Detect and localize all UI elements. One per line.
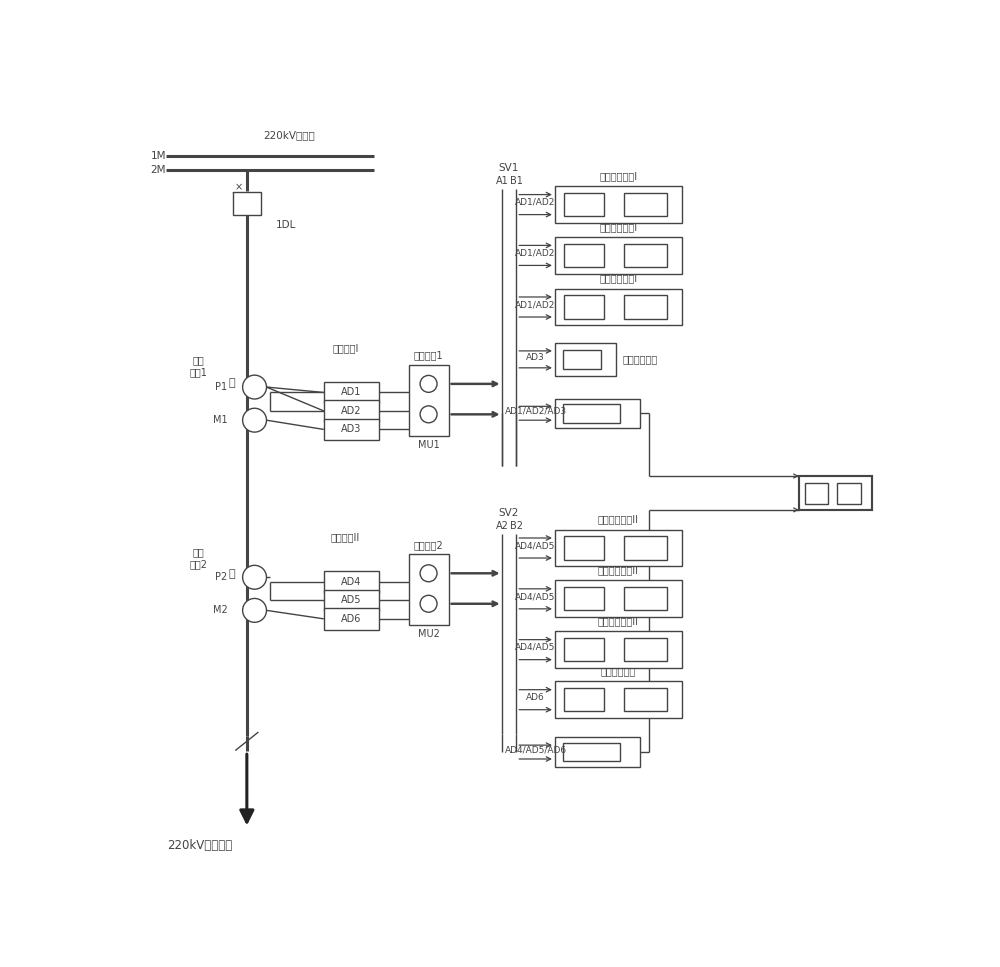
- Bar: [799, 476, 872, 511]
- Bar: [837, 483, 861, 504]
- Bar: [624, 296, 667, 318]
- Text: AD6: AD6: [526, 693, 545, 702]
- Bar: [624, 587, 667, 610]
- Bar: [324, 608, 379, 630]
- Text: 合并单元2: 合并单元2: [414, 540, 443, 550]
- Bar: [564, 638, 604, 661]
- Text: ＊: ＊: [228, 570, 235, 579]
- Bar: [324, 419, 379, 440]
- Circle shape: [420, 596, 437, 612]
- Text: SV1: SV1: [499, 162, 519, 173]
- Circle shape: [243, 599, 266, 623]
- Text: A2: A2: [496, 521, 509, 532]
- Bar: [409, 554, 449, 625]
- Bar: [624, 193, 667, 217]
- Text: AD3: AD3: [341, 425, 362, 434]
- Bar: [564, 587, 604, 610]
- Text: 电能计量表计: 电能计量表计: [623, 354, 658, 365]
- Bar: [624, 244, 667, 267]
- Text: 2M: 2M: [151, 165, 166, 175]
- Bar: [409, 365, 449, 435]
- Text: 线路测控装置: 线路测控装置: [601, 666, 636, 676]
- Bar: [324, 590, 379, 611]
- Bar: [555, 288, 682, 326]
- Text: AD1/AD2: AD1/AD2: [515, 300, 556, 309]
- Text: AD1: AD1: [341, 388, 362, 397]
- Text: AD1/AD2/AD3: AD1/AD2/AD3: [505, 406, 567, 416]
- Bar: [624, 638, 667, 661]
- Bar: [805, 483, 828, 504]
- Text: AD4/AD5: AD4/AD5: [515, 542, 556, 550]
- Bar: [555, 681, 682, 718]
- Text: AD4: AD4: [341, 577, 362, 587]
- Text: 线路保护装置I: 线路保护装置I: [599, 274, 637, 283]
- Bar: [233, 192, 261, 216]
- Text: B2: B2: [510, 521, 523, 532]
- Circle shape: [243, 566, 266, 589]
- Bar: [324, 382, 379, 403]
- Bar: [555, 530, 682, 567]
- Text: 220kV母线侧: 220kV母线侧: [263, 131, 315, 140]
- Text: AD5: AD5: [341, 596, 362, 605]
- Bar: [564, 193, 604, 217]
- Text: MU2: MU2: [418, 630, 440, 639]
- Text: M1: M1: [213, 415, 228, 425]
- Text: 传感
单元2: 传感 单元2: [189, 547, 207, 569]
- Text: P1: P1: [215, 382, 228, 392]
- Bar: [564, 244, 604, 267]
- Bar: [324, 400, 379, 422]
- Text: SV2: SV2: [499, 508, 519, 517]
- Text: 母线保护装置II: 母线保护装置II: [598, 514, 639, 524]
- Bar: [563, 350, 601, 368]
- Text: ＊: ＊: [228, 378, 235, 388]
- Bar: [624, 537, 667, 560]
- Bar: [555, 631, 682, 668]
- Circle shape: [420, 406, 437, 423]
- Text: 故障录波装置I: 故障录波装置I: [599, 221, 637, 232]
- Text: 传感
单元1: 传感 单元1: [189, 356, 207, 377]
- Text: AD3: AD3: [526, 353, 545, 362]
- Text: 1DL: 1DL: [275, 220, 296, 230]
- Text: AD4/AD5: AD4/AD5: [515, 643, 556, 652]
- Text: AD4/AD5/AD6: AD4/AD5/AD6: [505, 746, 567, 754]
- Bar: [555, 186, 682, 223]
- Bar: [563, 743, 620, 761]
- Text: 220kV南琴甲线: 220kV南琴甲线: [168, 838, 233, 852]
- Bar: [555, 343, 616, 375]
- Bar: [324, 571, 379, 593]
- Text: 故障录波装置II: 故障录波装置II: [598, 566, 639, 575]
- Bar: [555, 237, 682, 274]
- Text: AD1/AD2: AD1/AD2: [515, 249, 556, 257]
- Text: MU1: MU1: [418, 440, 439, 450]
- Text: 线路保护装置II: 线路保护装置II: [598, 616, 639, 627]
- Text: AD6: AD6: [341, 614, 362, 624]
- Text: A1: A1: [496, 177, 509, 187]
- Text: 采集单元II: 采集单元II: [331, 532, 360, 542]
- Circle shape: [243, 408, 266, 432]
- Text: AD2: AD2: [341, 406, 362, 416]
- Circle shape: [243, 375, 266, 399]
- Text: 合并单元1: 合并单元1: [414, 350, 443, 361]
- Text: ×: ×: [235, 182, 243, 191]
- Circle shape: [420, 565, 437, 582]
- Text: P2: P2: [215, 572, 228, 582]
- Bar: [564, 537, 604, 560]
- Text: 采集单元I: 采集单元I: [332, 343, 359, 354]
- Text: 母线保护装置I: 母线保护装置I: [599, 171, 637, 181]
- Bar: [555, 580, 682, 617]
- Bar: [555, 738, 640, 767]
- Text: 1M: 1M: [151, 151, 166, 161]
- Bar: [564, 689, 604, 712]
- Text: M2: M2: [213, 605, 228, 615]
- Bar: [564, 296, 604, 318]
- Circle shape: [420, 375, 437, 393]
- Bar: [624, 689, 667, 712]
- Text: B1: B1: [510, 177, 523, 187]
- Bar: [563, 404, 620, 423]
- Bar: [555, 398, 640, 427]
- Text: AD1/AD2: AD1/AD2: [515, 198, 556, 207]
- Text: AD4/AD5: AD4/AD5: [515, 592, 556, 601]
